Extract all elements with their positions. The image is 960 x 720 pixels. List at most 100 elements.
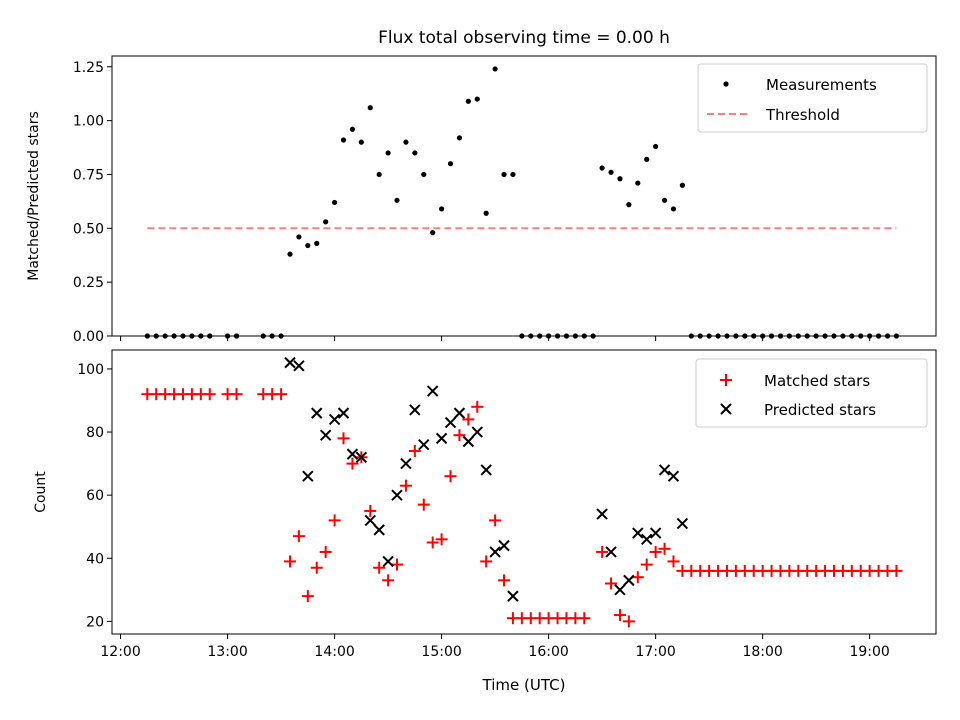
matched-star-point <box>631 571 644 584</box>
legend-threshold-label: Threshold <box>765 106 840 124</box>
predicted-star-point <box>658 464 671 476</box>
matched-star-point <box>453 429 466 442</box>
predicted-star-point <box>676 517 689 530</box>
matched-star-point <box>444 470 457 483</box>
predicted-star-point <box>302 470 314 482</box>
measurement-point <box>653 143 659 150</box>
matched-star-point <box>203 388 216 401</box>
predicted-star-point <box>632 527 644 539</box>
matched-star-point <box>301 590 314 603</box>
predicted-star-point <box>444 416 457 429</box>
matched-star-point <box>435 533 448 546</box>
measurement-point <box>626 202 632 208</box>
legend-predicted-marker <box>720 403 732 415</box>
matched-star-point <box>658 542 671 555</box>
matched-star-point <box>622 615 635 628</box>
matched-star-point <box>328 514 341 527</box>
x-tick-label: 18:00 <box>742 644 782 660</box>
predicted-star-point <box>498 539 510 552</box>
measurement-point <box>456 135 463 141</box>
count-plot-area <box>141 356 903 628</box>
matched-star-point <box>275 388 288 401</box>
predicted-star-point <box>489 546 501 558</box>
predicted-star-point <box>418 438 430 451</box>
measurement-point <box>510 171 516 178</box>
predicted-star-point <box>319 429 332 441</box>
predicted-star-point <box>311 407 323 419</box>
predicted-star-point <box>435 432 448 445</box>
matched-star-point <box>613 609 626 622</box>
y-tick-label: 1.25 <box>73 60 104 76</box>
matched-star-point <box>346 457 359 470</box>
measurement-point <box>599 165 605 171</box>
predicted-star-point <box>614 584 626 596</box>
x-tick-label: 16:00 <box>528 644 568 660</box>
measurement-point <box>635 180 641 186</box>
x-tick-label: 14:00 <box>314 644 354 660</box>
measurement-point <box>439 206 445 212</box>
matched-star-point <box>337 432 350 445</box>
measurement-point <box>287 251 293 257</box>
y-tick-label: 100 <box>77 362 104 378</box>
predicted-star-point <box>596 508 608 520</box>
y-tick-label: 40 <box>86 551 104 567</box>
measurement-point <box>421 171 427 178</box>
measurement-point <box>305 242 311 249</box>
count-y-ticks: 20 40 60 80 100 <box>77 362 112 630</box>
measurement-point <box>483 210 489 216</box>
predicted-star-point <box>364 514 376 527</box>
matched-star-point <box>382 574 395 587</box>
measurement-point <box>403 139 409 145</box>
predicted-star-point <box>462 435 475 448</box>
matched-star-point <box>890 564 903 577</box>
measurement-point <box>412 150 418 156</box>
ratio-y-axis-label: Matched/Predicted stars <box>26 111 42 281</box>
measurement-point <box>492 66 498 72</box>
x-tick-label: 17:00 <box>635 644 675 660</box>
matched-star-point <box>408 444 421 457</box>
measurement-point <box>349 126 356 132</box>
ratio-legend-box <box>697 63 928 133</box>
measurement-point <box>447 161 454 167</box>
legend-matched-marker <box>720 374 732 386</box>
measurement-point <box>385 150 391 156</box>
matched-star-point <box>391 558 404 571</box>
count-panel: 20 40 60 80 100 12:00 13:00 14:00 15:00 16:00 17:… <box>33 349 937 694</box>
predicted-star-point <box>649 527 662 539</box>
predicted-star-point <box>337 407 350 419</box>
count-y-axis-label: Count <box>33 471 49 513</box>
x-tick-label: 13:00 <box>207 644 247 660</box>
predicted-star-point <box>605 546 617 558</box>
measurement-point <box>644 156 650 162</box>
chart-title: Flux total observing time = 0.00 h <box>378 28 670 48</box>
predicted-star-point <box>382 555 394 568</box>
y-tick-label: 60 <box>86 488 104 504</box>
matched-star-point <box>230 388 243 401</box>
count-x-ticks: 12:00 13:00 14:00 15:00 16:00 17:00 18:00 19:00 <box>100 634 890 660</box>
measurement-point <box>608 169 614 175</box>
count-legend: Matched stars Predicted stars <box>695 358 928 428</box>
predicted-star-point <box>641 533 653 546</box>
ratio-x-ticks <box>120 336 871 341</box>
predicted-star-point <box>426 385 439 397</box>
measurement-point <box>430 230 436 236</box>
predicted-star-point <box>480 464 492 476</box>
predicted-star-point <box>409 404 421 416</box>
predicted-star-point <box>355 451 368 463</box>
predicted-star-point <box>453 407 466 419</box>
matched-star-point <box>283 555 296 568</box>
predicted-star-point <box>471 426 483 438</box>
matched-star-point <box>399 479 412 492</box>
matched-star-point <box>649 545 662 558</box>
x-tick-label: 15:00 <box>421 644 461 660</box>
measurement-point <box>376 171 382 178</box>
legend-measurements-label: Measurements <box>766 76 877 94</box>
matched-star-point <box>480 555 493 568</box>
measurement-point <box>367 105 373 111</box>
matched-star-point <box>462 413 475 426</box>
measurement-point <box>617 176 623 182</box>
x-tick-label: 19:00 <box>849 644 889 660</box>
y-tick-label: 0.75 <box>73 167 104 183</box>
measurement-point <box>474 96 480 102</box>
